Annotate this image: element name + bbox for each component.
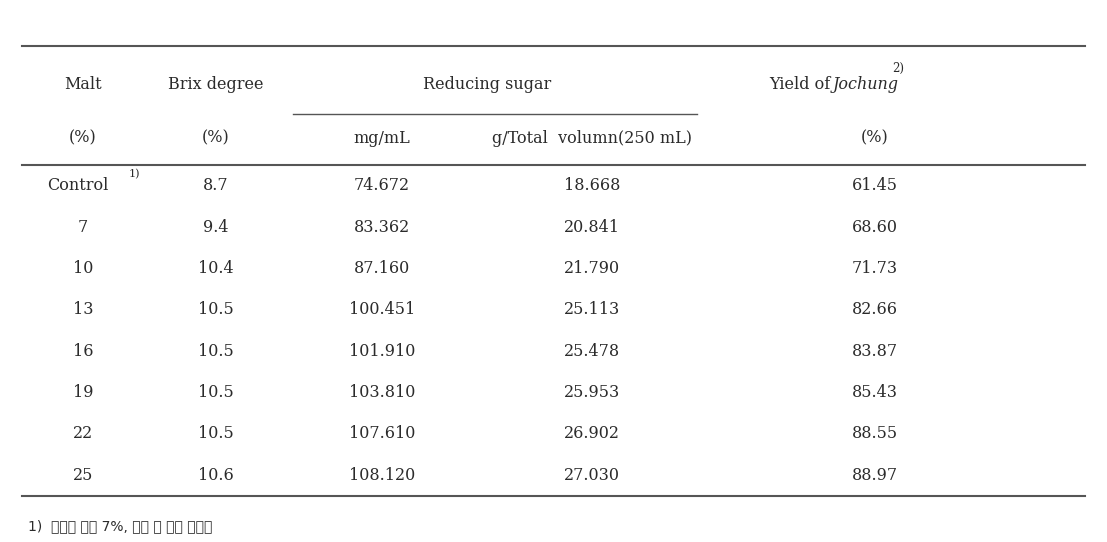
Text: 87.160: 87.160 xyxy=(354,260,410,277)
Text: 107.610: 107.610 xyxy=(349,425,415,442)
Text: 22: 22 xyxy=(73,425,93,442)
Text: Reducing sugar: Reducing sugar xyxy=(423,75,551,93)
Text: 74.672: 74.672 xyxy=(354,177,410,195)
Text: 103.810: 103.810 xyxy=(349,384,415,401)
Text: 83.362: 83.362 xyxy=(354,219,410,236)
Text: Jochung: Jochung xyxy=(832,75,899,93)
Text: 82.66: 82.66 xyxy=(851,301,898,319)
Text: 101.910: 101.910 xyxy=(349,343,415,360)
Text: 19: 19 xyxy=(73,384,93,401)
Text: 10.5: 10.5 xyxy=(198,301,234,319)
Text: 10.6: 10.6 xyxy=(198,467,234,484)
Text: Control: Control xyxy=(46,177,108,195)
Text: (%): (%) xyxy=(860,130,889,147)
Text: 10.5: 10.5 xyxy=(198,343,234,360)
Text: 108.120: 108.120 xyxy=(349,467,415,484)
Text: 8.7: 8.7 xyxy=(203,177,229,195)
Text: 71.73: 71.73 xyxy=(851,260,898,277)
Text: 25.478: 25.478 xyxy=(565,343,620,360)
Text: 83.87: 83.87 xyxy=(851,343,898,360)
Text: g/Total  volumn(250 mL): g/Total volumn(250 mL) xyxy=(493,130,692,147)
Text: 10.4: 10.4 xyxy=(198,260,234,277)
Text: 10.5: 10.5 xyxy=(198,384,234,401)
Text: 21.790: 21.790 xyxy=(565,260,620,277)
Text: 26.902: 26.902 xyxy=(565,425,620,442)
Text: 25: 25 xyxy=(73,467,93,484)
Text: 9.4: 9.4 xyxy=(203,219,229,236)
Text: mg/mL: mg/mL xyxy=(353,130,411,147)
Text: 25.953: 25.953 xyxy=(565,384,620,401)
Text: 27.030: 27.030 xyxy=(565,467,620,484)
Text: 1): 1) xyxy=(128,169,139,179)
Text: 61.45: 61.45 xyxy=(851,177,898,195)
Text: Brix degree: Brix degree xyxy=(168,75,263,93)
Text: Malt: Malt xyxy=(64,75,102,93)
Text: 10: 10 xyxy=(73,260,93,277)
Text: 88.97: 88.97 xyxy=(851,467,898,484)
Text: 20.841: 20.841 xyxy=(565,219,620,236)
Text: 10.5: 10.5 xyxy=(198,425,234,442)
Text: 7: 7 xyxy=(77,219,89,236)
Text: 18.668: 18.668 xyxy=(565,177,620,195)
Text: Yield of: Yield of xyxy=(769,75,836,93)
Text: 25.113: 25.113 xyxy=(565,301,620,319)
Text: 100.451: 100.451 xyxy=(349,301,415,319)
Text: 1)  엿기름 농도 7%, 당화 중 교반 무실시: 1) 엿기름 농도 7%, 당화 중 교반 무실시 xyxy=(28,519,213,533)
Text: 88.55: 88.55 xyxy=(851,425,898,442)
Text: 2): 2) xyxy=(892,62,904,75)
Text: (%): (%) xyxy=(201,130,230,147)
Text: (%): (%) xyxy=(69,130,97,147)
Text: 13: 13 xyxy=(73,301,93,319)
Text: 68.60: 68.60 xyxy=(851,219,898,236)
Text: 85.43: 85.43 xyxy=(851,384,898,401)
Text: 16: 16 xyxy=(73,343,93,360)
